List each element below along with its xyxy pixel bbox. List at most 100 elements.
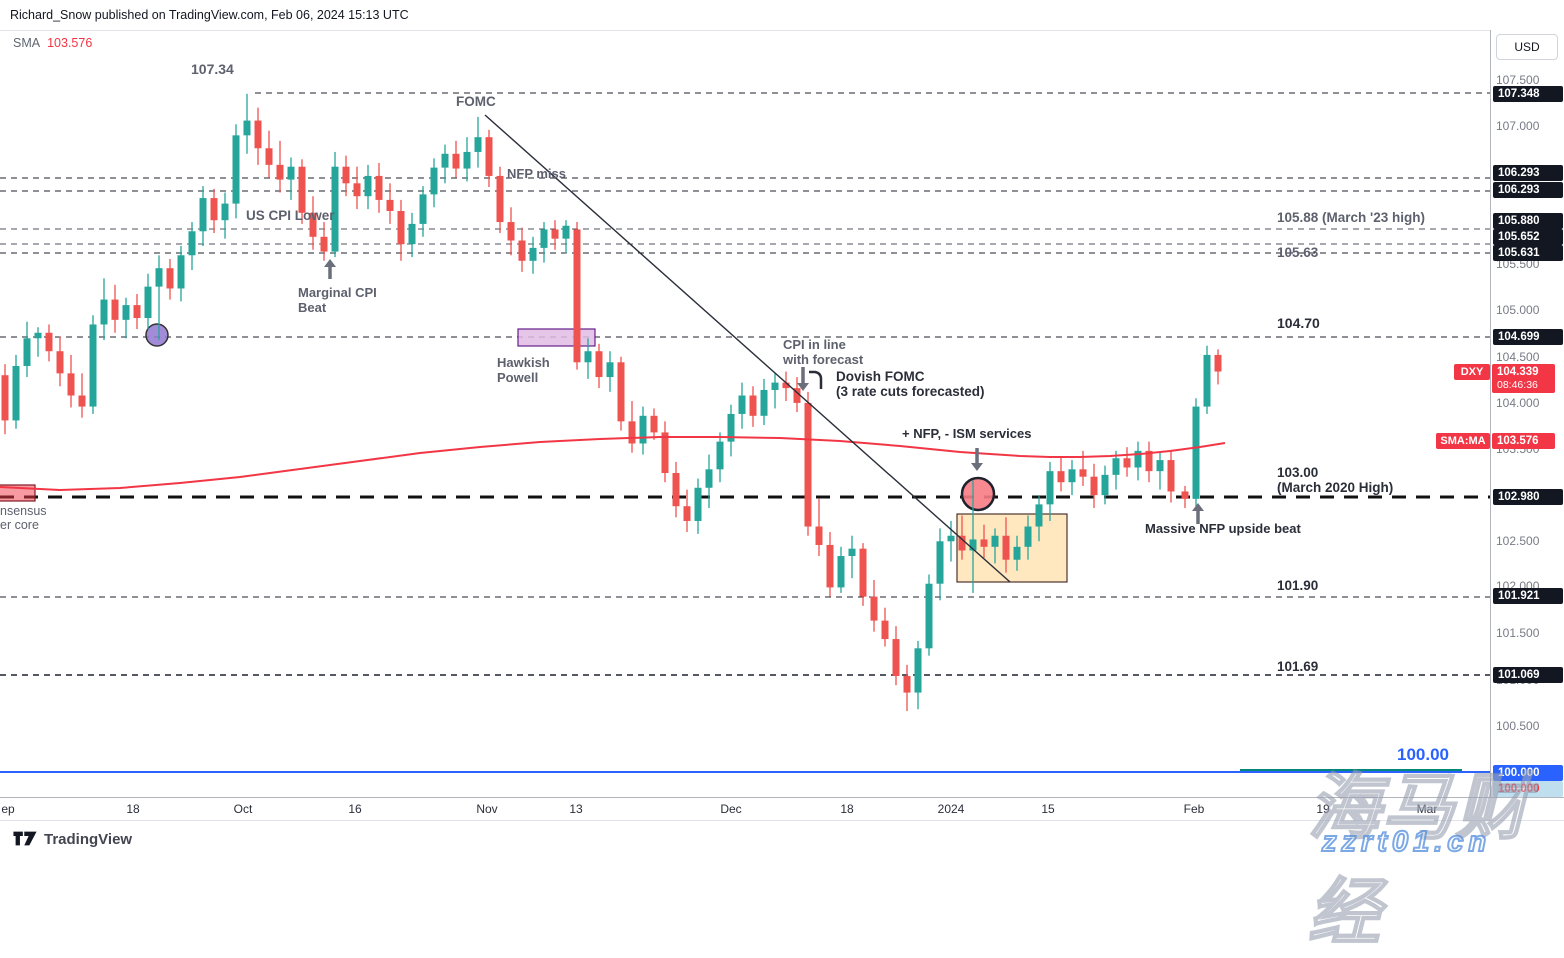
candle-body	[595, 351, 603, 378]
candle-body	[639, 415, 647, 444]
price-chart-canvas[interactable]	[0, 30, 1490, 797]
indicator-legend[interactable]: SMA 103.576	[13, 36, 92, 50]
candle-body	[1145, 450, 1153, 472]
candle-body	[837, 556, 845, 588]
candle-body	[375, 175, 383, 200]
candle-body	[1002, 535, 1010, 560]
candle-body	[1192, 406, 1200, 499]
tradingview-logo-icon[interactable]	[12, 830, 38, 847]
candle-body	[474, 137, 482, 152]
bar-countdown: 08:46:36	[1497, 378, 1538, 391]
candle-body	[793, 388, 801, 403]
time-axis[interactable]: ep 18 Oct 16 Nov 13 Dec 18 2024 15 Feb 19 Mar	[0, 797, 1564, 821]
candle-body	[430, 167, 438, 195]
candle-body	[738, 395, 746, 414]
candle-body	[320, 236, 328, 252]
candle-body	[1057, 471, 1065, 483]
candle-body	[1181, 491, 1189, 499]
published-byline: Richard_Snow published on TradingView.co…	[10, 8, 409, 22]
sma-line	[0, 436, 1226, 492]
down-arrow-head	[971, 463, 983, 471]
time-tick-label: 15	[1041, 802, 1055, 816]
indicator-value: 103.576	[47, 36, 93, 50]
time-tick-label: Mar	[1416, 802, 1438, 816]
candle-body	[914, 648, 922, 693]
candle-body	[243, 120, 251, 136]
price-level-badge: 104.699	[1493, 329, 1563, 345]
candle-body	[67, 373, 75, 396]
candle-body	[518, 240, 526, 261]
candle-body	[804, 402, 812, 527]
time-tick-label: Dec	[720, 802, 742, 816]
last-price-value: 104.339	[1497, 366, 1539, 378]
candle-body	[276, 164, 284, 180]
candle-body	[1046, 471, 1054, 505]
candle-body	[221, 203, 229, 221]
candle-body	[287, 166, 295, 180]
candle-body	[133, 305, 141, 319]
price-level-badge: 101.069	[1493, 667, 1563, 683]
candle-body	[672, 473, 680, 507]
candle-body	[628, 421, 636, 444]
candle-body	[463, 151, 471, 169]
candle-body	[925, 583, 933, 649]
price-level-badge: 107.348	[1493, 86, 1563, 102]
time-tick-label: ep	[1, 802, 15, 816]
candle-body	[1013, 546, 1021, 560]
candle-body	[12, 365, 20, 421]
candle-body	[397, 210, 405, 245]
candle-body	[507, 222, 515, 241]
price-tick-label: 105.000	[1496, 303, 1540, 317]
candle-body	[485, 137, 493, 176]
price-tick-label: 102.500	[1496, 534, 1540, 548]
price-tick-label: 104.000	[1496, 396, 1540, 410]
candle-body	[716, 441, 724, 470]
time-tick-label: 19	[1316, 802, 1330, 816]
candle-body	[760, 389, 768, 416]
candle-body	[1, 375, 9, 421]
candle-body	[529, 247, 537, 261]
candle-body	[364, 175, 372, 197]
candle-body	[23, 338, 31, 366]
candle-body	[78, 395, 86, 407]
price-scale[interactable]: USD 107.500 107.000 105.500 105.000 104.500 1…	[1490, 30, 1564, 797]
time-tick-label: 18	[840, 802, 854, 816]
candle-body	[771, 382, 779, 390]
candle-body	[452, 153, 460, 169]
price-level-badge: 100.000	[1493, 781, 1563, 797]
candle-body	[661, 432, 669, 474]
candle-body	[936, 541, 944, 584]
candle-body	[45, 332, 53, 352]
time-tick-label: 18	[126, 802, 140, 816]
candle-body	[749, 395, 757, 416]
candle-body	[991, 535, 999, 547]
candle-body	[34, 332, 42, 339]
header-bar: Richard_Snow published on TradingView.co…	[0, 0, 1564, 31]
price-tick-label: 100.500	[1496, 719, 1540, 733]
price-tick-label: 101.500	[1496, 626, 1540, 640]
price-tick-label: 104.500	[1496, 350, 1540, 364]
price-level-badge: 105.631	[1493, 245, 1563, 261]
candle-body	[826, 544, 834, 588]
candle-body	[727, 413, 735, 442]
candle-body	[386, 199, 394, 211]
time-tick-label: Feb	[1183, 802, 1205, 816]
currency-toggle-button[interactable]: USD	[1496, 34, 1558, 60]
down-arrow-head	[797, 383, 809, 391]
candle-body	[606, 362, 614, 378]
candle-body	[100, 299, 108, 325]
highlight-circle	[960, 476, 996, 512]
tradingview-wordmark[interactable]: TradingView	[44, 831, 133, 848]
candle-body	[232, 135, 240, 204]
candle-body	[1167, 460, 1175, 492]
candle-body	[584, 351, 592, 363]
candle-body	[298, 166, 306, 213]
candle-body	[199, 198, 207, 232]
candle-body	[111, 299, 119, 320]
candle-body	[617, 362, 625, 422]
candle-body	[969, 539, 977, 551]
candle-body	[848, 548, 856, 557]
sma-price-badge: 103.576	[1492, 433, 1555, 449]
candle-body	[408, 223, 416, 245]
time-tick-label: 2024	[937, 802, 965, 816]
